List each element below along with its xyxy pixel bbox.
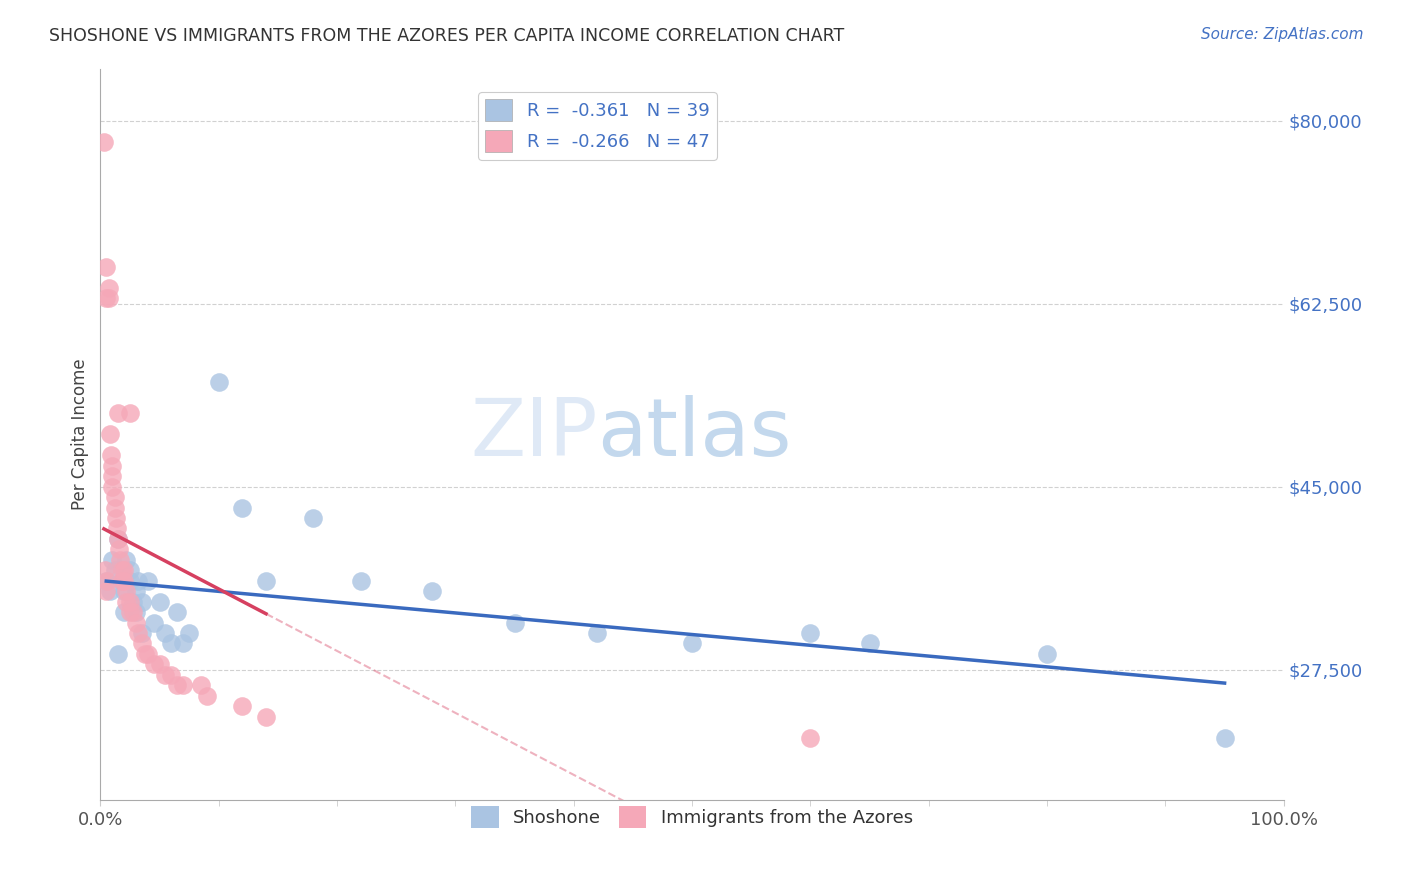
Point	[97, 292, 120, 306]
Point	[125, 605, 148, 619]
Point	[231, 699, 253, 714]
Point	[118, 563, 141, 577]
Point	[105, 521, 128, 535]
Point	[179, 626, 201, 640]
Point	[155, 667, 177, 681]
Text: atlas: atlas	[598, 395, 792, 474]
Point	[681, 636, 703, 650]
Point	[96, 574, 118, 588]
Point	[254, 574, 277, 588]
Point	[101, 553, 124, 567]
Point	[122, 594, 145, 608]
Point	[142, 657, 165, 672]
Point	[98, 584, 121, 599]
Point	[97, 281, 120, 295]
Point	[94, 563, 117, 577]
Point	[107, 647, 129, 661]
Point	[136, 574, 159, 588]
Point	[112, 574, 135, 588]
Point	[100, 448, 122, 462]
Point	[136, 647, 159, 661]
Point	[131, 626, 153, 640]
Point	[110, 553, 132, 567]
Point	[115, 584, 138, 599]
Point	[148, 594, 170, 608]
Point	[160, 636, 183, 650]
Point	[103, 563, 125, 577]
Point	[420, 584, 443, 599]
Legend: Shoshone, Immigrants from the Azores: Shoshone, Immigrants from the Azores	[464, 798, 920, 835]
Point	[302, 511, 325, 525]
Point	[231, 500, 253, 515]
Point	[131, 594, 153, 608]
Point	[190, 678, 212, 692]
Point	[172, 636, 194, 650]
Point	[103, 500, 125, 515]
Point	[101, 480, 124, 494]
Point	[96, 260, 118, 274]
Point	[172, 678, 194, 692]
Point	[195, 689, 218, 703]
Point	[96, 574, 118, 588]
Text: Source: ZipAtlas.com: Source: ZipAtlas.com	[1201, 27, 1364, 42]
Point	[1213, 731, 1236, 745]
Point	[127, 574, 149, 588]
Point	[115, 594, 138, 608]
Y-axis label: Per Capita Income: Per Capita Income	[72, 359, 89, 510]
Point	[118, 407, 141, 421]
Point	[127, 626, 149, 640]
Point	[155, 626, 177, 640]
Point	[125, 584, 148, 599]
Point	[96, 584, 118, 599]
Point	[799, 626, 821, 640]
Point	[101, 458, 124, 473]
Point	[148, 657, 170, 672]
Point	[112, 584, 135, 599]
Point	[108, 542, 131, 557]
Point	[118, 574, 141, 588]
Point	[104, 511, 127, 525]
Point	[122, 605, 145, 619]
Point	[166, 605, 188, 619]
Point	[1036, 647, 1059, 661]
Point	[586, 626, 609, 640]
Point	[115, 553, 138, 567]
Point	[107, 532, 129, 546]
Point	[98, 427, 121, 442]
Point	[112, 605, 135, 619]
Point	[254, 709, 277, 723]
Point	[93, 135, 115, 149]
Point	[350, 574, 373, 588]
Point	[503, 615, 526, 630]
Point	[111, 563, 134, 577]
Point	[118, 594, 141, 608]
Point	[96, 292, 118, 306]
Point	[160, 667, 183, 681]
Point	[111, 574, 134, 588]
Point	[799, 731, 821, 745]
Point	[107, 532, 129, 546]
Point	[858, 636, 880, 650]
Point	[103, 490, 125, 504]
Point	[208, 375, 231, 389]
Point	[134, 647, 156, 661]
Point	[107, 407, 129, 421]
Point	[111, 574, 134, 588]
Point	[112, 563, 135, 577]
Point	[131, 636, 153, 650]
Point	[118, 605, 141, 619]
Text: ZIP: ZIP	[470, 395, 598, 474]
Point	[166, 678, 188, 692]
Text: SHOSHONE VS IMMIGRANTS FROM THE AZORES PER CAPITA INCOME CORRELATION CHART: SHOSHONE VS IMMIGRANTS FROM THE AZORES P…	[49, 27, 845, 45]
Point	[142, 615, 165, 630]
Point	[125, 615, 148, 630]
Point	[101, 469, 124, 483]
